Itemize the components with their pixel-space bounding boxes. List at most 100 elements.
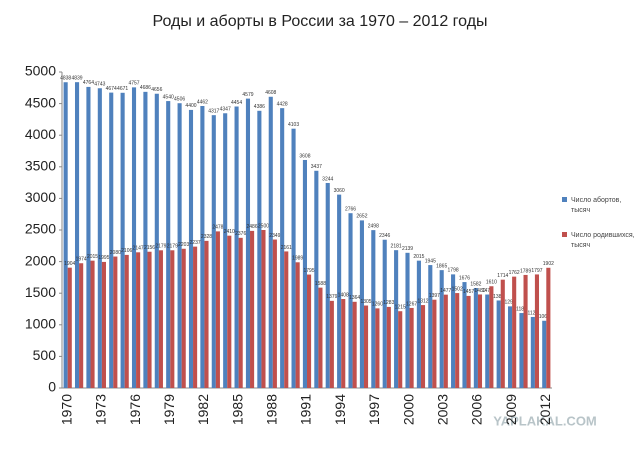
- bar: [466, 295, 471, 388]
- y-tick-label: 0: [48, 379, 56, 395]
- bar: [496, 300, 501, 388]
- value-label: 1064: [539, 314, 550, 320]
- bar: [181, 248, 186, 388]
- bar: [86, 86, 91, 389]
- bar: [124, 254, 129, 388]
- bar: [432, 299, 437, 388]
- bar: [97, 88, 102, 388]
- value-label: 2349: [269, 233, 280, 239]
- bar: [318, 287, 323, 388]
- x-tick-label: 1976: [127, 394, 143, 425]
- bar: [485, 294, 490, 388]
- value-label: 2161: [281, 245, 292, 251]
- value-label: 1477: [440, 288, 451, 294]
- bar: [325, 182, 330, 388]
- value-label: 4386: [254, 104, 265, 110]
- bar: [386, 306, 391, 388]
- value-label: 4428: [277, 101, 288, 107]
- value-label: 1902: [543, 261, 554, 267]
- value-label: 2346: [379, 233, 390, 239]
- value-label: 1124: [527, 310, 538, 316]
- value-label: 4764: [83, 80, 94, 86]
- bar: [147, 251, 152, 388]
- value-label: 2015: [413, 254, 424, 260]
- x-tick-label: 1994: [332, 394, 348, 425]
- bar: [546, 267, 551, 388]
- y-tick-label: 4000: [25, 126, 56, 142]
- bar: [394, 250, 399, 388]
- value-label: 1588: [315, 281, 326, 287]
- bar: [143, 91, 148, 389]
- bar: [416, 260, 421, 388]
- bar: [534, 274, 540, 388]
- value-label: 2156: [144, 245, 155, 251]
- value-label: 2147: [133, 246, 144, 252]
- value-label: 1610: [486, 280, 497, 286]
- value-label: 1762: [509, 270, 520, 276]
- value-label: 4317: [208, 108, 219, 114]
- legend-swatch: [562, 232, 567, 237]
- value-label: 3060: [334, 188, 345, 194]
- value-label: 1292: [505, 300, 516, 306]
- chart-title: Роды и аборты в России за 1970 – 2012 го…: [152, 13, 487, 30]
- value-label: 1457: [463, 289, 474, 295]
- bar: [512, 276, 517, 388]
- bar: [428, 265, 433, 388]
- value-label: 1797: [531, 268, 542, 274]
- value-label: 1397: [429, 293, 440, 299]
- value-label: 1714: [497, 273, 508, 279]
- value-label: 4400: [185, 103, 196, 109]
- bar: [295, 262, 300, 388]
- value-label: 4656: [151, 87, 162, 93]
- value-label: 1408: [338, 292, 349, 298]
- y-tick-label: 5000: [25, 63, 56, 79]
- bar: [341, 299, 346, 388]
- value-label: 1215: [395, 305, 406, 311]
- value-label: 2015: [87, 254, 98, 260]
- value-label: 1795: [303, 268, 314, 274]
- value-label: 1283: [383, 300, 394, 306]
- legend-label-line: Число абортов,: [571, 196, 621, 204]
- value-label: 3244: [322, 176, 333, 182]
- bar: [67, 267, 72, 388]
- legend-label: Число абортов, тысяч: [571, 196, 621, 214]
- value-label: 1974: [76, 257, 87, 263]
- value-label: 2410: [224, 229, 235, 235]
- value-label: 2376: [235, 231, 246, 237]
- x-tick-label: 2000: [400, 394, 416, 425]
- bar: [215, 231, 220, 388]
- x-tick-label: 2012: [537, 394, 553, 425]
- bar: [166, 101, 171, 389]
- x-tick-label: 2009: [503, 394, 519, 425]
- bar: [508, 306, 513, 388]
- bar: [136, 252, 141, 388]
- value-label: 4608: [265, 90, 276, 96]
- bar: [359, 220, 364, 388]
- value-label: 2080: [110, 250, 121, 256]
- value-label: 4579: [242, 92, 253, 98]
- value-label: 1186: [516, 306, 527, 312]
- y-tick-label: 1500: [25, 284, 56, 300]
- value-label: 4674: [106, 86, 117, 92]
- value-label: 4347: [220, 107, 231, 113]
- value-label: 4743: [94, 82, 105, 88]
- value-label: 2106: [121, 248, 132, 254]
- value-label: 1305: [360, 299, 371, 305]
- bar: [542, 320, 547, 388]
- bar: [302, 159, 307, 388]
- bar: [109, 92, 114, 388]
- bar: [238, 237, 243, 388]
- value-label: 2328: [201, 234, 212, 240]
- x-tick-label: 2006: [469, 394, 485, 425]
- x-tick-label: 1985: [229, 394, 245, 425]
- bar: [409, 307, 414, 388]
- x-tick-label: 1982: [195, 394, 211, 425]
- x-tick-label: 1997: [366, 394, 382, 425]
- bar: [154, 93, 159, 389]
- bar: [79, 263, 84, 388]
- value-label: 1798: [448, 268, 459, 274]
- bar: [462, 282, 467, 388]
- bar: [272, 239, 277, 388]
- value-label: 1364: [349, 295, 360, 301]
- bar: [291, 128, 296, 388]
